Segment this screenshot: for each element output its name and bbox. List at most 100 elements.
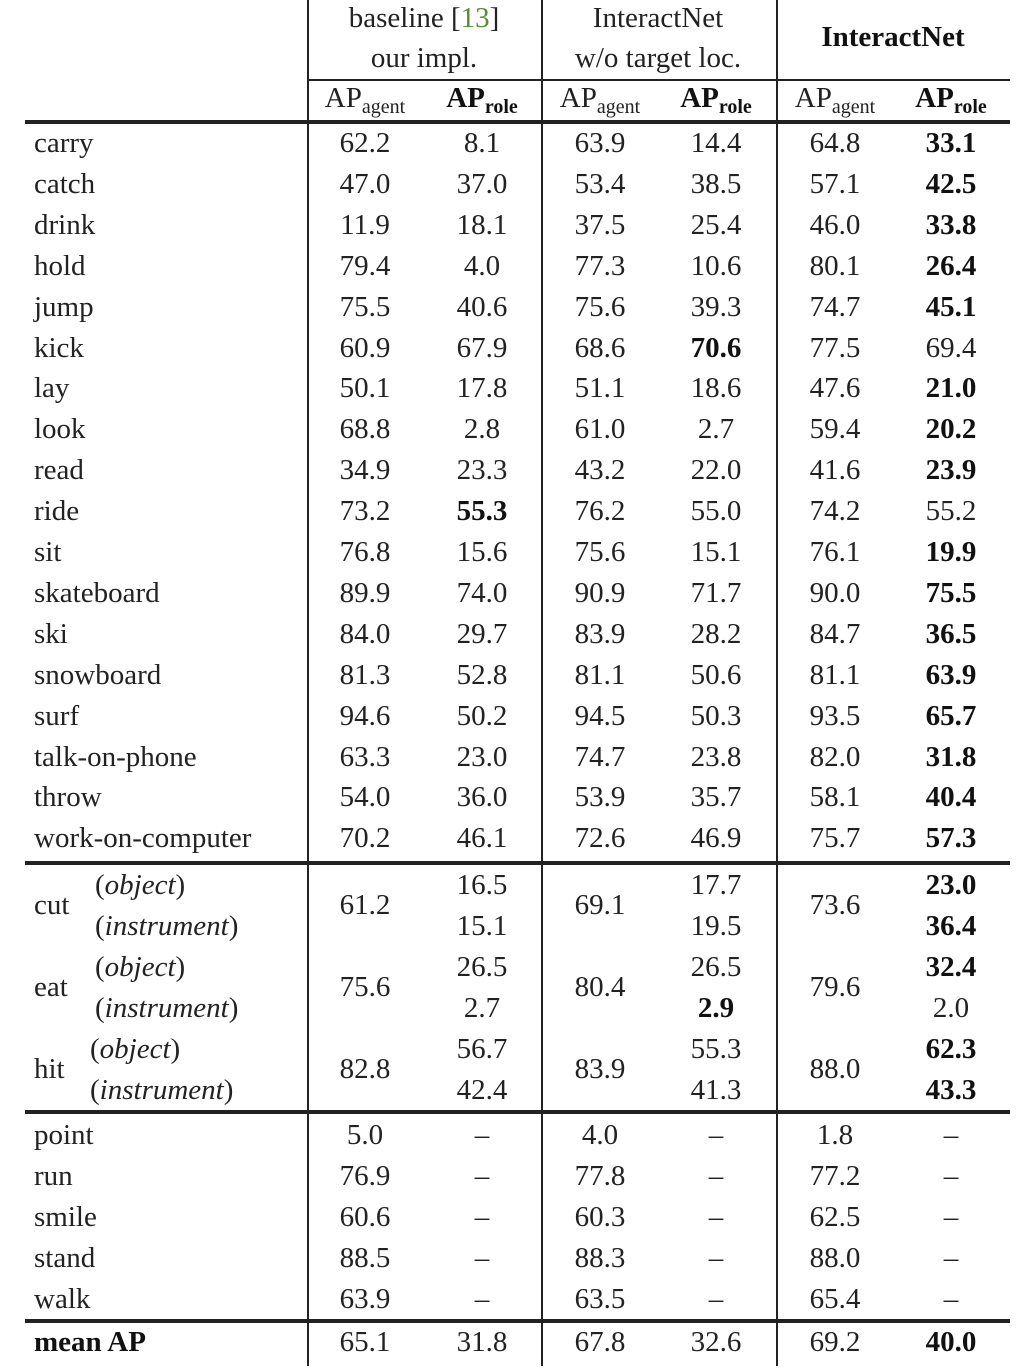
ap-label: AP (324, 82, 362, 114)
cell: 53.9 (574, 781, 626, 814)
cell-role: 17.7 (690, 869, 742, 901)
row-label: walk (34, 1282, 91, 1315)
cell: 74.2 (809, 495, 861, 528)
cell: 23.0 (456, 740, 508, 773)
cell: 35.7 (690, 781, 742, 814)
cell-mean: 67.8 (574, 1326, 626, 1358)
ap-label: AP (559, 82, 597, 114)
cell: 53.4 (574, 167, 626, 200)
cell: 25.4 (690, 208, 742, 241)
cell: – (474, 1159, 490, 1192)
cell-agent: 82.8 (339, 1052, 391, 1085)
row-label: work-on-computer (34, 822, 252, 855)
cell: 33.8 (925, 208, 977, 241)
header-interactnet-noloc: InteractNet (592, 2, 724, 34)
header-interactnet-noloc-line2: w/o target loc. (574, 42, 742, 74)
cell: 15.6 (456, 536, 508, 568)
cell-role: 2.0 (932, 991, 970, 1024)
cell: 17.8 (456, 372, 508, 405)
cell: 47.6 (809, 372, 861, 405)
row-label: kick (34, 331, 84, 364)
cell: 76.8 (339, 536, 391, 568)
cell-role: 62.3 (925, 1032, 977, 1065)
row-label: sit (34, 536, 62, 568)
cell-mean: 65.1 (339, 1326, 391, 1358)
cell: 11.9 (340, 208, 390, 241)
cell: 58.1 (809, 781, 861, 814)
cell: 37.5 (574, 208, 626, 241)
cell: 23.3 (456, 454, 508, 487)
cell: 29.7 (456, 617, 508, 650)
cell: 70.2 (339, 822, 391, 855)
row-label: talk-on-phone (34, 740, 197, 773)
cell: 23.9 (925, 454, 977, 487)
cell: 84.0 (339, 617, 391, 650)
cell: 94.6 (339, 699, 391, 732)
cell: 18.1 (456, 208, 508, 241)
row-label: look (34, 413, 86, 446)
header-baseline: baseline [13] (349, 4, 500, 33)
cell: 70.6 (690, 331, 742, 364)
cell-mean: 69.2 (809, 1326, 861, 1358)
cell: 50.6 (690, 658, 742, 691)
cell: 82.0 (809, 740, 861, 773)
role-name: instrument (99, 1073, 224, 1106)
cell: 4.0 (581, 1119, 619, 1151)
cell: – (943, 1119, 959, 1151)
citation-link[interactable]: 13 (460, 2, 490, 34)
role-name: instrument (104, 909, 229, 942)
row-label: cut (34, 889, 70, 921)
row-label: skateboard (34, 576, 160, 609)
cell: 46.0 (809, 208, 861, 241)
cell: – (943, 1282, 959, 1315)
cell: – (474, 1241, 490, 1274)
top-rule (25, 120, 1010, 124)
role-sub: role (953, 96, 987, 118)
cell: 50.1 (339, 372, 391, 405)
header-rule (307, 79, 1010, 81)
ap-label: AP (680, 82, 719, 114)
cell: 79.4 (339, 249, 391, 282)
cell: 33.1 (925, 127, 977, 159)
ap-agent-header: APagent (559, 82, 640, 118)
row-label: ski (34, 617, 68, 650)
cell-role: 15.1 (456, 909, 508, 942)
cell-role: 42.4 (456, 1073, 508, 1106)
header-interactnet: InteractNet (821, 21, 965, 53)
row-label: ride (34, 495, 80, 528)
role-name: object (104, 950, 176, 983)
cell: 60.6 (339, 1200, 391, 1233)
cell: 77.5 (809, 331, 861, 364)
cell-agent: 79.6 (809, 970, 861, 1003)
cell: 90.0 (809, 576, 861, 609)
cell-role: 2.7 (463, 991, 501, 1024)
cell: – (708, 1200, 724, 1233)
ap-role-header: AProle (915, 84, 987, 118)
cell-agent: 75.6 (339, 970, 391, 1003)
cell-role: 41.3 (690, 1073, 742, 1106)
cell: 2.7 (697, 413, 735, 446)
cell: 64.8 (809, 127, 861, 159)
cell: 55.3 (456, 495, 508, 528)
cell-role: 26.5 (690, 950, 742, 983)
cell-role: 26.5 (456, 950, 508, 983)
cell: 51.1 (574, 372, 626, 405)
cell: 81.3 (339, 658, 391, 691)
cell: 26.4 (925, 249, 977, 282)
cell: 54.0 (339, 781, 391, 814)
cell: 46.9 (690, 822, 742, 855)
cell-agent: 61.2 (339, 889, 391, 921)
cell: 41.6 (809, 454, 861, 487)
cell: 55.2 (925, 495, 977, 528)
cell-agent: 88.0 (809, 1052, 861, 1085)
cell: 88.3 (574, 1241, 626, 1274)
row-label-mean: mean AP (34, 1326, 146, 1358)
cell: 22.0 (690, 454, 742, 487)
cell: 71.7 (690, 576, 742, 609)
ap-role-header: AProle (680, 82, 752, 118)
cell: 75.5 (339, 290, 391, 323)
cell: 61.0 (574, 413, 626, 446)
role-label: (object) (95, 950, 186, 983)
section-rule (25, 861, 1010, 865)
cell: 60.3 (574, 1200, 626, 1233)
